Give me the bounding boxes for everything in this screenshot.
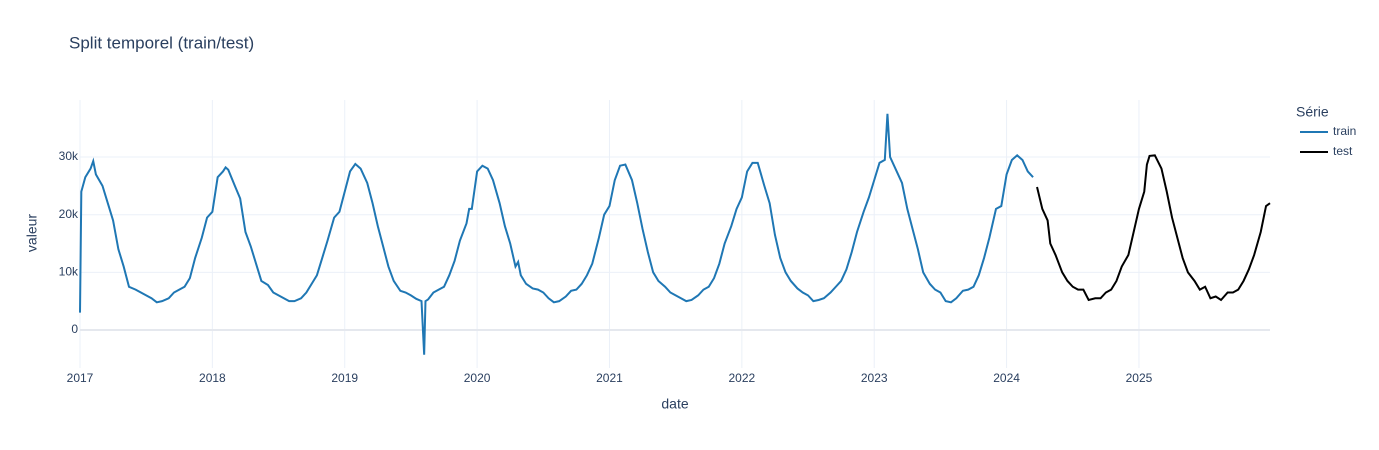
x-tick-label: 2019	[331, 371, 358, 385]
x-tick-label: 2020	[464, 371, 491, 385]
x-tick-label: 2022	[728, 371, 755, 385]
y-tick-label: 20k	[59, 207, 79, 221]
legend-title: Série	[1296, 104, 1329, 120]
x-axis-title: date	[661, 396, 688, 412]
legend-label[interactable]: train	[1333, 124, 1356, 138]
y-tick-label: 0	[71, 322, 78, 336]
x-tick-label: 2017	[67, 371, 94, 385]
y-tick-label: 30k	[59, 149, 79, 163]
line-series	[79, 113, 1034, 355]
chart-title: Split temporel (train/test)	[69, 33, 254, 52]
x-tick-label: 2018	[199, 371, 226, 385]
line-series	[1036, 154, 1271, 302]
x-tick-label: 2024	[993, 371, 1020, 385]
x-tick-label: 2023	[861, 371, 888, 385]
x-tick-label: 2021	[596, 371, 623, 385]
y-tick-label: 10k	[59, 264, 79, 278]
y-axis-title: valeur	[24, 214, 40, 252]
x-tick-label: 2025	[1126, 371, 1153, 385]
legend-label[interactable]: test	[1333, 144, 1353, 158]
